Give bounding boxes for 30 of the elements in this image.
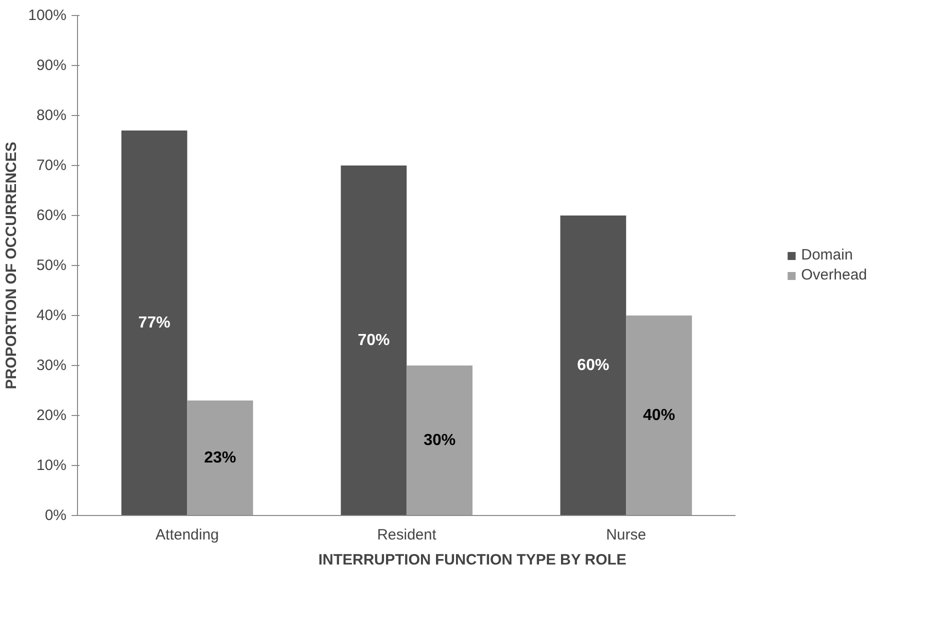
- bar: [560, 216, 626, 516]
- data-label: 30%: [424, 432, 456, 449]
- y-axis-title: PROPORTION OF OCCURRENCES: [3, 142, 20, 390]
- x-tick-label: Nurse: [606, 526, 646, 544]
- x-tick-label: Attending: [156, 526, 219, 544]
- data-label: 60%: [577, 357, 610, 374]
- y-tick-label: 0%: [44, 507, 67, 524]
- bar: [406, 366, 472, 516]
- legend-label: Domain: [801, 246, 853, 264]
- x-axis-title: INTERRUPTION FUNCTION TYPE BY ROLE: [318, 552, 626, 568]
- bar: [626, 316, 692, 516]
- data-label: 40%: [643, 407, 676, 424]
- bar: [121, 130, 188, 516]
- y-tick-label: 80%: [36, 107, 67, 124]
- bar: [187, 400, 254, 516]
- data-label: 23%: [204, 450, 236, 466]
- y-tick-label: 50%: [36, 257, 67, 274]
- y-tick-label: 90%: [36, 57, 67, 74]
- x-tick-label: Resident: [377, 526, 438, 544]
- y-tick-label: 60%: [36, 207, 67, 224]
- y-tick-label: 30%: [36, 357, 67, 374]
- y-tick-label: 40%: [36, 307, 67, 324]
- data-label: 70%: [358, 332, 390, 349]
- data-label: 77%: [138, 314, 170, 332]
- y-tick-label: 20%: [36, 407, 67, 424]
- y-tick-label: 100%: [28, 7, 67, 24]
- y-tick-label: 70%: [36, 157, 67, 174]
- y-tick-label: 10%: [36, 457, 67, 474]
- legend-label: Overhead: [801, 266, 867, 284]
- bar: [340, 166, 407, 516]
